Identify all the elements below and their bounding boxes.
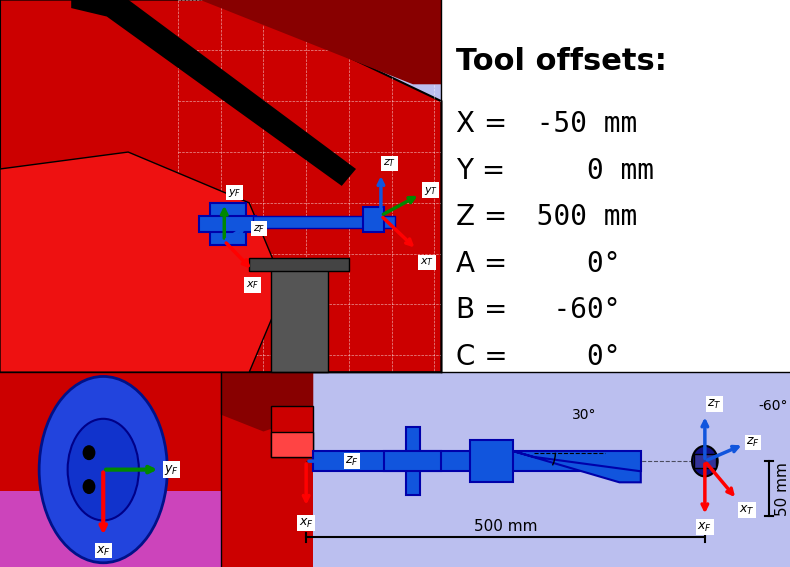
Text: $x_F$: $x_F$ <box>697 521 712 534</box>
Text: Z =: Z = <box>456 203 506 231</box>
Polygon shape <box>220 373 313 431</box>
Text: -50 mm: -50 mm <box>520 110 637 138</box>
Text: 500 mm: 500 mm <box>473 518 537 533</box>
Circle shape <box>692 446 717 476</box>
Bar <box>0 0 442 373</box>
Text: $x_F$: $x_F$ <box>246 280 259 291</box>
Bar <box>0 491 220 567</box>
Bar <box>220 373 790 567</box>
Polygon shape <box>0 153 284 373</box>
Text: $z_F$: $z_F$ <box>253 223 265 234</box>
Bar <box>442 0 790 373</box>
Polygon shape <box>513 451 641 483</box>
Text: 50 mm: 50 mm <box>774 462 789 515</box>
Text: B =: B = <box>456 296 507 324</box>
Text: -60°: -60° <box>758 399 788 413</box>
Text: 30°: 30° <box>571 408 596 422</box>
Circle shape <box>83 480 95 493</box>
Circle shape <box>83 446 95 459</box>
Text: $z_F$: $z_F$ <box>746 436 760 449</box>
Ellipse shape <box>40 376 167 563</box>
Bar <box>470 440 513 483</box>
Text: X =: X = <box>456 110 506 138</box>
Text: 0°: 0° <box>520 342 620 371</box>
Text: $x_F$: $x_F$ <box>96 544 111 557</box>
Text: -60°: -60° <box>520 296 620 324</box>
Text: $z_T$: $z_T$ <box>383 158 396 170</box>
Bar <box>270 263 327 373</box>
Text: $y_T$: $y_T$ <box>423 184 438 196</box>
Bar <box>406 428 420 495</box>
Ellipse shape <box>68 419 139 521</box>
Text: $z_T$: $z_T$ <box>707 397 721 411</box>
Text: $y_F$: $y_F$ <box>164 463 179 477</box>
Bar <box>199 216 256 232</box>
Text: Y =: Y = <box>456 156 505 184</box>
Text: $x_F$: $x_F$ <box>299 516 314 530</box>
Text: $x_T$: $x_T$ <box>420 256 434 268</box>
Text: 500 mm: 500 mm <box>520 203 637 231</box>
Polygon shape <box>0 0 442 84</box>
Bar <box>270 406 313 457</box>
Text: $y_F$: $y_F$ <box>228 187 241 199</box>
Polygon shape <box>71 0 356 186</box>
Text: $x_T$: $x_T$ <box>739 503 754 517</box>
Bar <box>0 373 220 567</box>
Polygon shape <box>0 0 442 373</box>
Bar <box>249 258 348 271</box>
Text: C =: C = <box>456 342 507 371</box>
Bar <box>220 373 313 567</box>
Bar <box>210 203 246 246</box>
Bar <box>363 208 384 232</box>
Bar <box>694 454 715 468</box>
Text: Tool offsets:: Tool offsets: <box>456 46 666 75</box>
Bar <box>313 451 641 471</box>
Text: 0°: 0° <box>520 249 620 278</box>
Bar <box>384 451 442 471</box>
Bar <box>270 431 313 457</box>
Text: A =: A = <box>456 249 506 278</box>
Bar <box>253 216 395 229</box>
Text: $z_F$: $z_F$ <box>345 455 359 468</box>
Text: 0 mm: 0 mm <box>520 156 653 184</box>
Bar <box>0 373 220 567</box>
